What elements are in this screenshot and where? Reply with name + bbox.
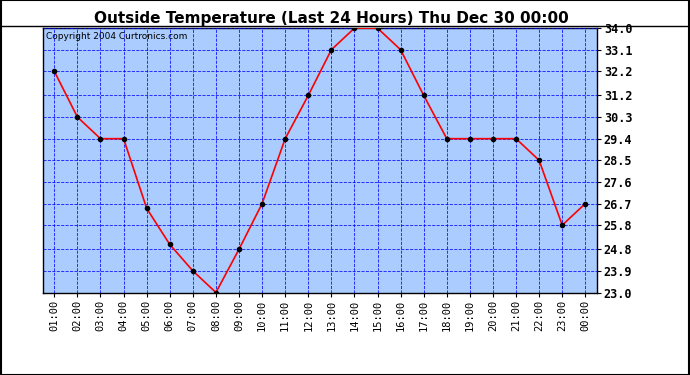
Text: Copyright 2004 Curtronics.com: Copyright 2004 Curtronics.com bbox=[46, 32, 187, 41]
Text: Outside Temperature (Last 24 Hours) Thu Dec 30 00:00: Outside Temperature (Last 24 Hours) Thu … bbox=[94, 10, 569, 26]
